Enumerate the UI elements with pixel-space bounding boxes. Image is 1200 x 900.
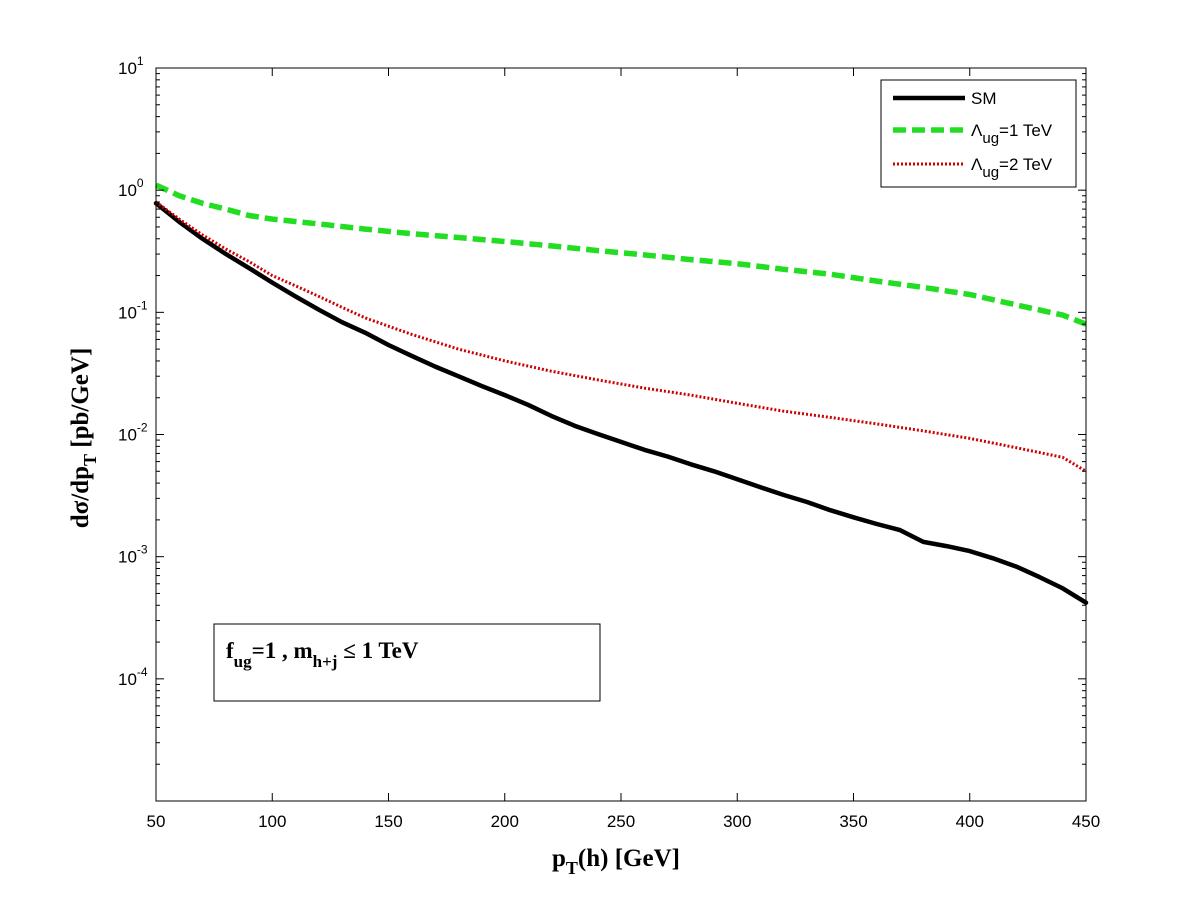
- y-tick-label: 100: [118, 176, 144, 200]
- x-axis-title-sub: T: [566, 858, 578, 878]
- x-tick-label: 450: [1072, 812, 1100, 831]
- x-axis-ticks: 50 100 150 200 250 300 350 400 450: [147, 68, 1100, 831]
- x-tick-label: 100: [258, 812, 286, 831]
- y-tick-label: 101: [118, 54, 144, 78]
- legend-label-1: Λug=1 TeV: [971, 121, 1053, 147]
- x-tick-label: 150: [374, 812, 402, 831]
- x-tick-label: 250: [607, 812, 635, 831]
- y-tick-label: 10-3: [118, 543, 148, 567]
- x-tick-label: 300: [723, 812, 751, 831]
- x-tick-label: 200: [491, 812, 519, 831]
- y-axis-title: dσ/dpT [pb/GeV]: [67, 348, 100, 529]
- y-tick-label: 10-2: [118, 421, 148, 445]
- annotation: fug=1 , mh+j ≤ 1 TeV: [213, 623, 601, 702]
- legend: SM Λug=1 TeV Λug=2 TeV: [880, 79, 1077, 188]
- y-tick-label: 10-4: [118, 665, 148, 689]
- y-axis-ticks: 101 100 10-1 10-2 10-3 10-4: [118, 54, 1086, 802]
- x-tick-label: 350: [839, 812, 867, 831]
- y-tick-label: 10-1: [118, 298, 148, 322]
- y-axis-title-sub: T: [80, 454, 100, 466]
- annotation-text: fug=1 , mh+j ≤ 1 TeV: [226, 638, 419, 671]
- x-tick-label: 50: [147, 812, 166, 831]
- series-line-0: [153, 201, 1089, 605]
- x-axis-title: pT(h) [GeV]: [552, 845, 680, 878]
- annotation-box: [213, 623, 601, 702]
- legend-label-2: Λug=2 TeV: [971, 155, 1053, 181]
- series-line-1: [154, 182, 1088, 327]
- legend-label-0: SM: [971, 89, 997, 108]
- x-tick-label: 400: [956, 812, 984, 831]
- series-layer: [153, 182, 1089, 605]
